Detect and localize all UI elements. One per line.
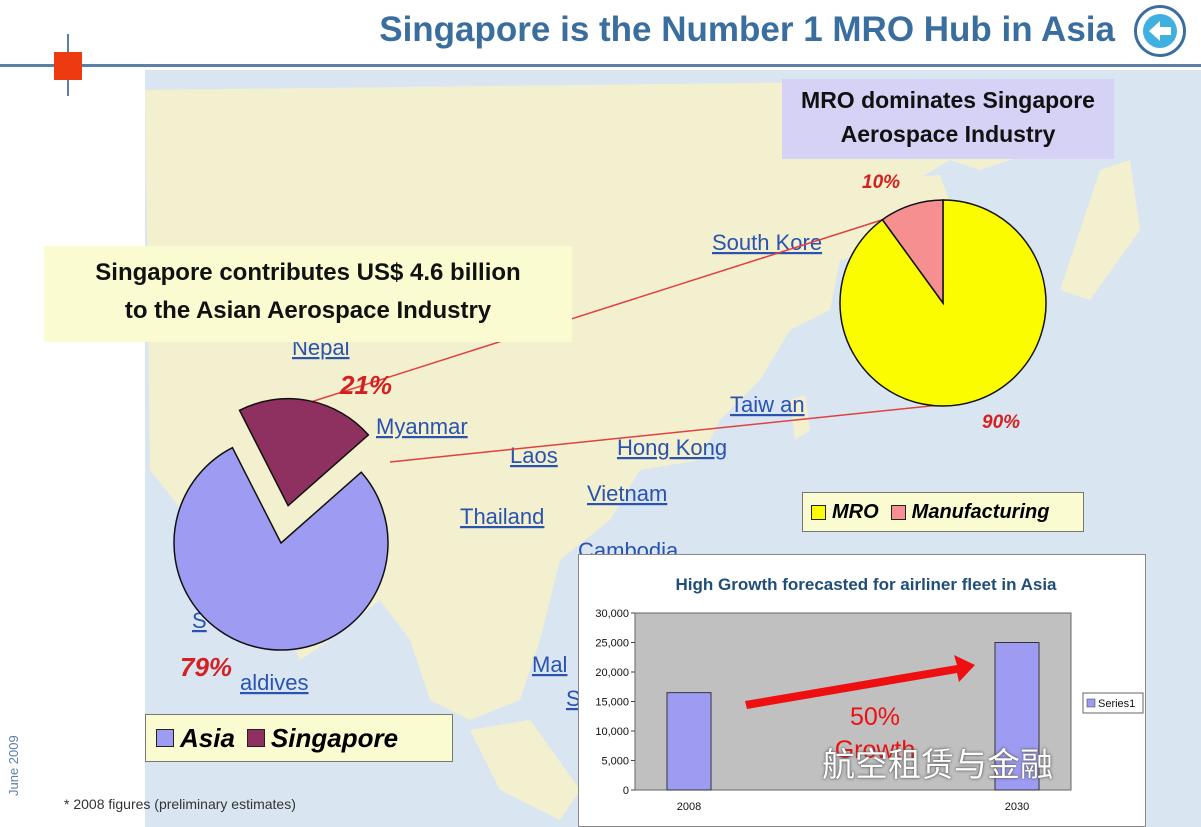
pie-slice-singapore <box>238 397 370 507</box>
growth-annotation-line-2: Growth <box>835 736 916 764</box>
map-label: South Kore <box>712 230 822 255</box>
y-tick-label: 30,000 <box>595 608 629 620</box>
legend-label-mro: MRO <box>832 500 879 523</box>
legend-label-singapore: Singapore <box>270 722 399 753</box>
corner-marker <box>54 34 82 96</box>
watermark: 航空租赁与金融 <box>822 746 1053 783</box>
bar-legend-box <box>1082 692 1144 714</box>
legend-swatch-manufacturing <box>890 504 906 520</box>
y-tick-label: 10,000 <box>595 726 629 738</box>
legend-label-manufacturing: Manufacturing <box>911 500 1050 523</box>
bar-legend-label: Series1 <box>1098 698 1135 710</box>
mro-callout: MRO dominates Singapore Aerospace Indust… <box>782 79 1114 159</box>
y-tick-label: 20,000 <box>595 667 629 679</box>
map-label: Hong Kong <box>617 435 727 460</box>
y-tick-label: 5,000 <box>601 756 629 768</box>
map-label: Mal <box>532 652 567 677</box>
page-title: Singapore is the Number 1 MRO Hub in Asi… <box>379 10 1115 49</box>
legend-item-mro: MRO <box>811 501 879 524</box>
legend-swatch-asia <box>156 729 174 747</box>
legend-swatch-mro <box>811 504 826 520</box>
bar-chart-svg: High Growth forecasted for airliner flee… <box>595 575 1144 813</box>
footnote: * 2008 figures (preliminary estimates) <box>64 796 296 812</box>
map-label: aldives <box>240 670 308 695</box>
side-date: June 2009 <box>6 735 21 796</box>
legend-label-asia: Asia <box>180 722 235 753</box>
map-land-japan <box>1060 160 1140 300</box>
pie-legend-right: MRO Manufacturing <box>802 492 1084 532</box>
pie-label-asia: 79% <box>180 652 233 682</box>
pie-legend-left: Asia Singapore <box>145 714 453 762</box>
map-label: Taiw an <box>730 392 805 417</box>
map-label: Laos <box>510 443 558 468</box>
pie-label-manufacturing: 10% <box>862 172 901 193</box>
contribution-line-2: to the Asian Aerospace Industry <box>124 297 492 324</box>
mro-callout-line-2: Aerospace Industry <box>840 121 1056 147</box>
map-label: S <box>566 686 581 711</box>
asia-singapore-pie <box>173 397 389 651</box>
bar-legend-swatch <box>1086 698 1096 708</box>
contribution-callout: Singapore contributes US$ 4.6 billion to… <box>44 246 572 342</box>
map-land-sumatra <box>470 720 580 820</box>
legend-swatch-singapore <box>246 729 265 747</box>
legend-item-asia: Asia <box>156 723 235 754</box>
y-tick-label: 25,000 <box>595 638 629 650</box>
x-tick-label: 2030 <box>1005 801 1029 813</box>
fleet-growth-chart: High Growth forecasted for airliner flee… <box>578 554 1146 827</box>
map-label: Thailand <box>460 504 544 529</box>
mro-callout-line-1: MRO dominates Singapore <box>801 87 1095 113</box>
bar-2030 <box>994 642 1040 791</box>
contribution-line-1: Singapore contributes US$ 4.6 billion <box>95 259 521 286</box>
map-label: Vietnam <box>587 481 667 506</box>
pie-slice-asia <box>173 446 389 651</box>
legend-item-manufacturing: Manufacturing <box>890 500 1050 524</box>
x-tick-label: 2008 <box>677 801 701 813</box>
back-button[interactable] <box>1134 5 1186 57</box>
bar-2008 <box>666 692 712 791</box>
growth-arrow <box>745 655 975 709</box>
legend-item-singapore: Singapore <box>246 722 399 754</box>
y-tick-label: 15,000 <box>595 697 629 709</box>
arrow-left-icon <box>1143 14 1177 48</box>
mro-manufacturing-pie <box>839 199 1047 407</box>
growth-annotation-line-1: 50% <box>850 703 900 731</box>
y-tick-label: 0 <box>623 785 629 797</box>
bar-chart-title: High Growth forecasted for airliner flee… <box>676 575 1058 594</box>
title-rule <box>0 64 1201 67</box>
pie-label-mro: 90% <box>982 412 1021 433</box>
pie-slice-manufacturing <box>881 199 944 306</box>
pie-label-singapore: 21% <box>340 370 393 400</box>
